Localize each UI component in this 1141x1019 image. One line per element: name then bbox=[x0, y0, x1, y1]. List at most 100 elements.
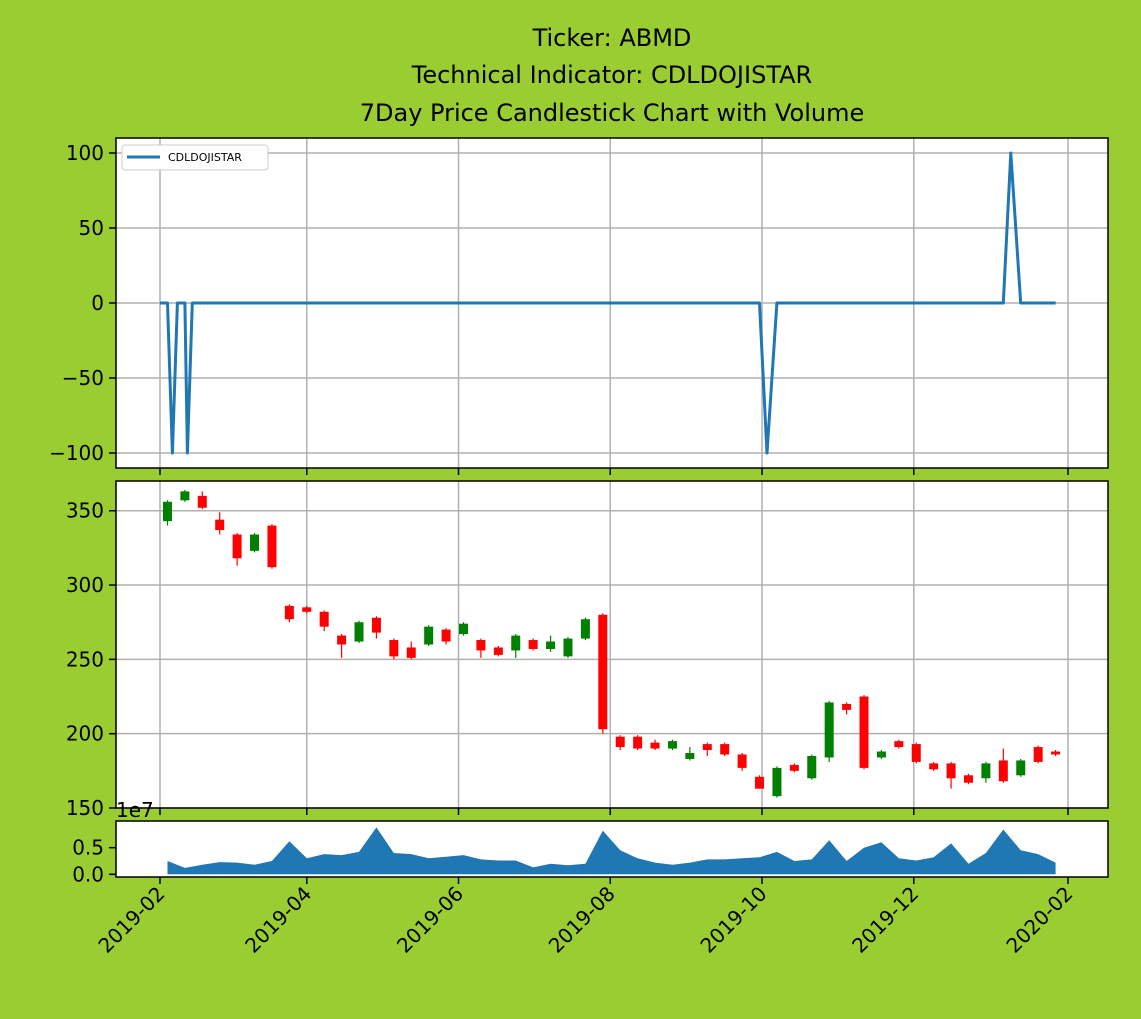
candle-body bbox=[998, 760, 1008, 782]
candle-body bbox=[789, 764, 799, 771]
candle-body bbox=[737, 754, 747, 768]
candle-body bbox=[667, 741, 677, 749]
x-tick-label: 2019-10 bbox=[695, 882, 771, 958]
candle-body bbox=[876, 751, 886, 758]
candle-body bbox=[946, 763, 956, 779]
candle bbox=[807, 754, 817, 780]
candle bbox=[598, 613, 608, 734]
candle bbox=[981, 761, 991, 783]
candle bbox=[911, 742, 921, 764]
candle bbox=[371, 616, 381, 639]
candle-body bbox=[911, 744, 921, 762]
candle-body bbox=[633, 736, 643, 749]
x-tick-label: 2019-08 bbox=[544, 882, 620, 958]
price-panel: 350 300 250 200 150 bbox=[66, 480, 1109, 820]
x-tick-label: 2019-06 bbox=[392, 882, 468, 958]
candle-body bbox=[650, 742, 660, 749]
candle bbox=[528, 638, 538, 651]
candle bbox=[302, 605, 312, 614]
candle bbox=[702, 742, 712, 756]
indicator-line bbox=[160, 151, 1056, 455]
plot-frame bbox=[115, 480, 1109, 809]
candle-body bbox=[441, 629, 451, 642]
y-tick-label: 200 bbox=[66, 722, 104, 746]
volume-offset-label: 1e7 bbox=[116, 798, 154, 822]
candle bbox=[1016, 758, 1026, 777]
y-tick-label: 100 bbox=[66, 141, 104, 165]
candle-body bbox=[458, 623, 468, 635]
candle bbox=[250, 533, 260, 553]
y-tick-label: 0.0 bbox=[72, 862, 104, 886]
candle-body bbox=[284, 605, 294, 620]
candle bbox=[284, 604, 294, 623]
candle-body bbox=[319, 611, 329, 627]
legend: CDLDOJISTAR bbox=[121, 144, 269, 171]
candle bbox=[215, 512, 225, 535]
date-axis: 2019-02 2019-04 2019-06 2019-08 2019-10 2019-… bbox=[93, 882, 1077, 958]
candle-body bbox=[981, 763, 991, 779]
y-tick-label: −100 bbox=[49, 441, 104, 465]
plot-frame bbox=[115, 820, 1109, 878]
candle-body bbox=[1051, 751, 1061, 755]
plot-frame bbox=[115, 137, 1109, 469]
title-line-2: Technical Indicator: CDLDOJISTAR bbox=[411, 61, 812, 89]
candle-body bbox=[598, 614, 608, 730]
legend-box bbox=[121, 144, 269, 171]
candle bbox=[197, 491, 207, 510]
candle-body bbox=[354, 622, 364, 642]
volume-panel: 0.50.0 1e7 bbox=[72, 798, 1109, 886]
candle-body bbox=[493, 647, 503, 655]
y-tick-label: 350 bbox=[66, 499, 104, 523]
candle bbox=[946, 761, 956, 789]
candle bbox=[772, 766, 782, 798]
title-line-3: 7Day Price Candlestick Chart with Volume bbox=[360, 99, 865, 127]
candle-body bbox=[232, 534, 242, 559]
candle bbox=[1033, 745, 1043, 764]
y-tick-label: 50 bbox=[79, 216, 104, 240]
title-line-1: Ticker: ABMD bbox=[532, 24, 692, 52]
candle-body bbox=[302, 607, 312, 612]
candle-body bbox=[424, 626, 434, 645]
y-tick-label: 0.5 bbox=[72, 836, 104, 860]
candle-body bbox=[755, 776, 765, 789]
candle bbox=[493, 645, 503, 657]
candle-body bbox=[859, 696, 869, 768]
candle bbox=[633, 735, 643, 751]
candle-body bbox=[580, 619, 590, 639]
candle-body bbox=[1033, 747, 1043, 762]
candle bbox=[876, 750, 886, 759]
candle bbox=[267, 524, 277, 569]
candle bbox=[424, 625, 434, 646]
candle bbox=[232, 533, 242, 566]
candle-body bbox=[215, 519, 225, 531]
candle-body bbox=[267, 525, 277, 568]
candle bbox=[476, 638, 486, 658]
candle-body bbox=[180, 491, 190, 501]
volume-area bbox=[167, 827, 1056, 875]
candle-body bbox=[720, 744, 730, 755]
candle bbox=[580, 617, 590, 641]
candle bbox=[667, 739, 677, 751]
candle bbox=[685, 747, 695, 761]
y-tick-label: 300 bbox=[66, 573, 104, 597]
candle-body bbox=[546, 641, 556, 649]
candle-body bbox=[250, 534, 260, 551]
y-tick-label: 0 bbox=[91, 291, 104, 315]
candle bbox=[755, 775, 765, 789]
candle-body bbox=[389, 640, 399, 657]
candle-body bbox=[615, 736, 625, 748]
candle-body bbox=[772, 767, 782, 797]
indicator-panel: 100 50 0 −50 −100 CDLDOJISTAR bbox=[49, 137, 1109, 475]
chart-title: Ticker: ABMD Technical Indicator: CDLDOJ… bbox=[360, 24, 865, 127]
candle-body bbox=[511, 635, 521, 651]
candle-body bbox=[702, 744, 712, 751]
candle-body bbox=[894, 741, 904, 748]
x-tick-label: 2019-02 bbox=[93, 882, 169, 958]
candle bbox=[650, 739, 660, 751]
candle bbox=[180, 489, 190, 502]
y-tick-label: −50 bbox=[62, 366, 104, 390]
candle bbox=[1051, 750, 1061, 756]
candle-body bbox=[1016, 760, 1026, 776]
candle bbox=[963, 773, 973, 785]
